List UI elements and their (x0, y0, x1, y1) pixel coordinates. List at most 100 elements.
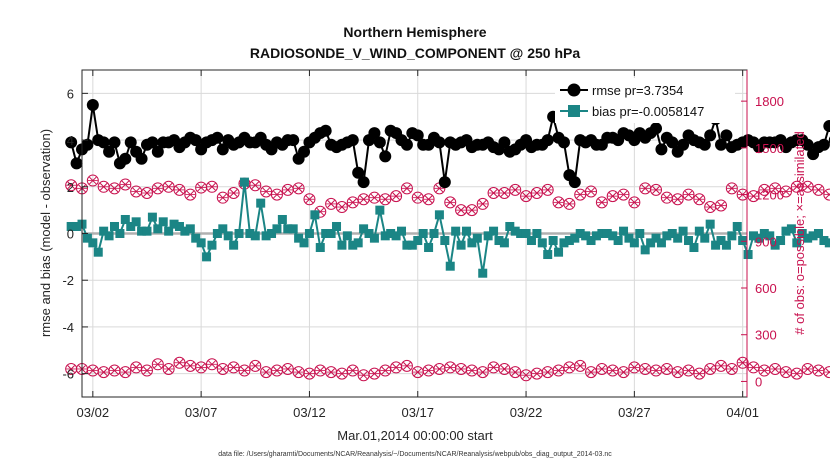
bias-point (543, 250, 553, 260)
legend-rmse-marker (567, 83, 581, 97)
bias-point (402, 240, 412, 250)
obs-marker (444, 196, 457, 209)
bias-point (516, 229, 526, 238)
rmse-point (677, 138, 690, 151)
data-file-footnote: data file: /Users/gharamti/Documents/NCA… (218, 451, 612, 458)
bias-point (137, 226, 147, 236)
obs-marker-circle (86, 174, 99, 187)
bias-point (619, 226, 629, 236)
bias-point (332, 221, 342, 231)
bias-point (711, 240, 721, 250)
rmse-point (498, 136, 511, 149)
y-axis-label: rmse and bias (model - observation) (38, 129, 53, 337)
obs-marker-circle (574, 359, 587, 372)
obs-marker (736, 356, 749, 369)
x-axis-label: Mar.01,2014 00:00:00 start (337, 428, 493, 443)
y-tick-label: -2 (62, 273, 74, 288)
rmse-series (65, 99, 830, 189)
obs-marker (151, 182, 164, 195)
obs-marker (314, 364, 327, 377)
bias-point (191, 233, 201, 243)
obs-marker (195, 181, 208, 194)
bias-point (174, 221, 184, 231)
bias-point (164, 226, 174, 236)
obs-marker-circle (725, 182, 738, 195)
rmse-point (319, 124, 332, 137)
obs-marker-circle (530, 187, 543, 200)
bias-point (581, 231, 591, 241)
rmse-point (655, 143, 668, 156)
bias-point (759, 229, 769, 238)
bias-point (272, 224, 282, 234)
obs-marker (411, 191, 424, 204)
bias-point (180, 226, 190, 236)
obs-marker (476, 197, 489, 210)
obs-marker-circle (617, 366, 630, 379)
obs-marker (400, 182, 413, 195)
bias-point (770, 240, 780, 250)
y-tick-label: 4 (67, 133, 74, 148)
y-tick-label: -4 (62, 320, 74, 335)
obs-marker (162, 180, 175, 193)
obs-marker-circle (119, 178, 132, 191)
obs-marker (390, 190, 403, 203)
obs-marker-circle (151, 358, 164, 371)
x-tick-label: 03/12 (293, 405, 326, 420)
obs-marker (227, 361, 240, 374)
bias-point (472, 233, 482, 243)
bias-point (526, 236, 536, 246)
y-right-tick-label: 600 (755, 281, 777, 296)
obs-marker-circle (812, 183, 825, 196)
obs-marker (238, 364, 251, 377)
obs-marker (769, 182, 782, 195)
obs-marker (195, 361, 208, 374)
bias-point (434, 210, 444, 220)
obs-marker-circle (205, 358, 218, 371)
bias-point (364, 229, 374, 238)
bias-point (158, 217, 168, 227)
obs-marker (509, 366, 522, 379)
obs-marker-circle (227, 187, 240, 200)
rmse-point (119, 152, 132, 165)
obs-marker (303, 367, 316, 380)
rmse-point (97, 136, 110, 149)
obs-marker (823, 366, 830, 379)
bias-point (120, 214, 130, 224)
obs-marker-circle (617, 188, 630, 201)
legend-bias-label: bias pr=-0.0058147 (592, 104, 704, 119)
obs-marker-circle (498, 362, 511, 375)
y-right-tick-label: 1500 (755, 141, 784, 156)
obs-marker-circle (574, 188, 587, 201)
obs-marker-circle (249, 179, 262, 192)
bias-point (451, 226, 461, 236)
obs-marker-circle (205, 180, 218, 193)
x-tick-label: 03/17 (401, 405, 434, 420)
obs-marker-circle (346, 196, 359, 209)
bias-point (689, 243, 699, 253)
y-right-tick-label: 1200 (755, 188, 784, 203)
bias-point (808, 231, 818, 241)
obs-marker (585, 366, 598, 379)
rmse-point (124, 136, 137, 149)
bias-point (548, 236, 558, 246)
bias-point (82, 233, 92, 243)
rmse-point (151, 145, 164, 158)
bias-point (445, 261, 455, 271)
x-tick-label: 03/07 (185, 405, 218, 420)
obs-marker (281, 362, 294, 375)
obs-marker-circle (693, 193, 706, 206)
bias-point (386, 229, 396, 238)
bias-point (824, 238, 830, 248)
obs-marker-circle (693, 367, 706, 380)
obs-marker (779, 185, 792, 198)
obs-marker (574, 359, 587, 372)
obs-marker-circle (552, 364, 565, 377)
legend: rmse pr=3.7354 bias pr=-0.0058147 (555, 78, 735, 123)
rmse-point (400, 138, 413, 151)
bias-point (229, 240, 239, 250)
bias-point (429, 229, 439, 238)
rmse-point (287, 134, 300, 147)
obs-marker (682, 188, 695, 201)
obs-marker-circle (498, 187, 511, 200)
y-tick-label: 2 (67, 180, 74, 195)
